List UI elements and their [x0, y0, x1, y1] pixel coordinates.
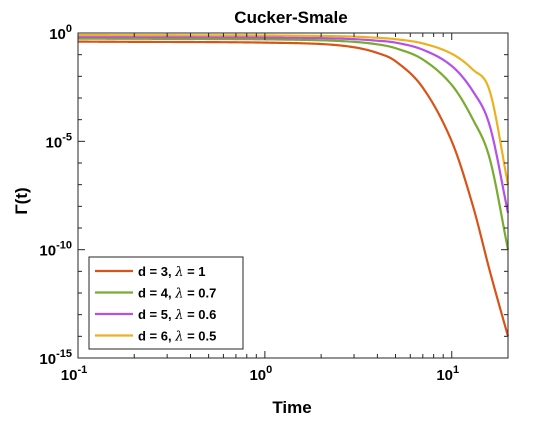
series-line-3: [78, 35, 510, 214]
chart-title: Cucker-Smale: [234, 8, 347, 27]
x-tick-label: 100: [249, 364, 272, 384]
axes: 10-1 100 101 10-15 10-10 10-5 100: [39, 23, 509, 384]
x-axis-label: Time: [272, 398, 311, 417]
legend-label-1: d = 3, λ = 1: [138, 264, 206, 280]
x-tick-label: 10-1: [61, 364, 87, 384]
axes-box: [77, 32, 509, 359]
legend-box: [88, 256, 244, 350]
series-line-1: [77, 40, 510, 337]
y-tick-label: 10-5: [46, 131, 72, 151]
y-axis-label: Γ(t): [12, 187, 31, 214]
series-line-4: [78, 34, 510, 185]
y-tick-label: 10-15: [39, 348, 72, 368]
legend-label-2: d = 4, λ = 0.7: [138, 286, 216, 302]
legend: d = 3, λ = 1 d = 4, λ = 0.7 d = 5, λ = 0.6…: [88, 256, 244, 350]
plot-area: [77, 34, 510, 337]
x-tick-label: 101: [436, 364, 459, 384]
series-line-2: [78, 37, 510, 250]
y-tick-label: 100: [49, 23, 72, 43]
legend-label-3: d = 5, λ = 0.6: [138, 307, 216, 323]
legend-label-4: d = 6, λ = 0.5: [138, 329, 216, 345]
y-tick-label: 10-10: [39, 240, 72, 260]
